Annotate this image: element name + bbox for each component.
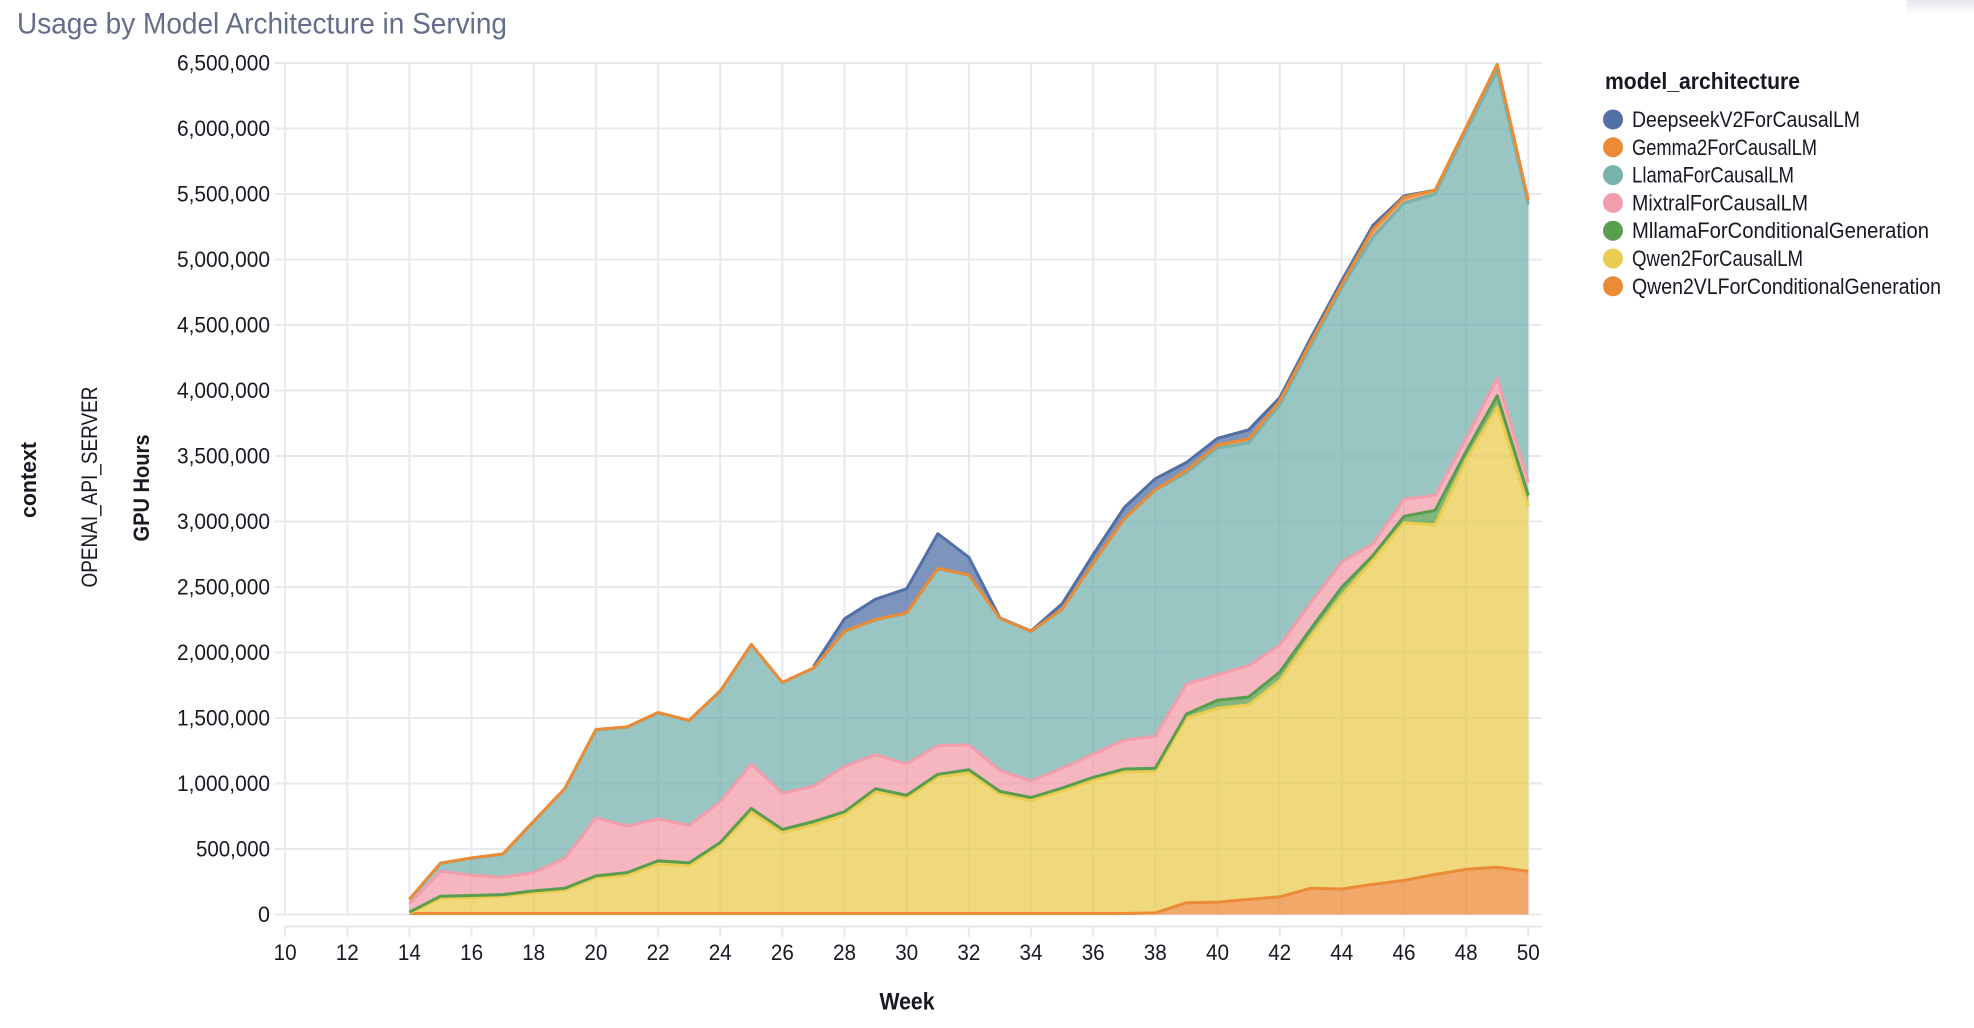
svg-text:24: 24 <box>709 940 732 965</box>
svg-text:1,500,000: 1,500,000 <box>177 705 270 730</box>
svg-text:context: context <box>16 441 41 518</box>
svg-text:36: 36 <box>1082 940 1105 965</box>
svg-text:40: 40 <box>1206 940 1229 965</box>
svg-text:14: 14 <box>398 940 421 965</box>
svg-text:44: 44 <box>1330 940 1353 965</box>
svg-text:1,000,000: 1,000,000 <box>177 771 270 796</box>
svg-text:GPU Hours: GPU Hours <box>129 435 154 542</box>
svg-text:50: 50 <box>1517 940 1540 965</box>
svg-text:4,500,000: 4,500,000 <box>177 312 270 337</box>
svg-text:OPENAI_API_SERVER: OPENAI_API_SERVER <box>77 387 102 588</box>
svg-text:46: 46 <box>1393 940 1416 965</box>
svg-text:MixtralForCausalLM: MixtralForCausalLM <box>1632 190 1808 215</box>
svg-text:3,500,000: 3,500,000 <box>177 443 270 468</box>
svg-text:34: 34 <box>1020 940 1043 965</box>
svg-text:20: 20 <box>584 940 607 965</box>
svg-text:48: 48 <box>1455 940 1478 965</box>
svg-text:32: 32 <box>957 940 980 965</box>
svg-text:18: 18 <box>522 940 545 965</box>
svg-text:26: 26 <box>771 940 794 965</box>
svg-text:Qwen2VLForConditionalGeneratio: Qwen2VLForConditionalGeneration <box>1632 274 1941 299</box>
svg-text:16: 16 <box>460 940 483 965</box>
svg-text:LlamaForCausalLM: LlamaForCausalLM <box>1632 163 1794 188</box>
svg-text:42: 42 <box>1268 940 1291 965</box>
svg-text:Week: Week <box>880 989 936 1016</box>
svg-text:Gemma2ForCausalLM: Gemma2ForCausalLM <box>1632 135 1817 160</box>
svg-text:4,000,000: 4,000,000 <box>177 378 270 403</box>
svg-text:5,000,000: 5,000,000 <box>177 247 270 272</box>
svg-text:28: 28 <box>833 940 856 965</box>
svg-text:6,500,000: 6,500,000 <box>177 50 270 75</box>
svg-text:Qwen2ForCausalLM: Qwen2ForCausalLM <box>1632 246 1803 271</box>
svg-text:5,500,000: 5,500,000 <box>177 181 270 206</box>
svg-text:MllamaForConditionalGeneration: MllamaForConditionalGeneration <box>1632 218 1929 243</box>
svg-text:Usage by Model Architecture in: Usage by Model Architecture in Serving <box>17 8 507 41</box>
svg-text:2,500,000: 2,500,000 <box>177 574 270 599</box>
svg-text:0: 0 <box>258 902 270 927</box>
svg-text:500,000: 500,000 <box>196 836 270 861</box>
svg-text:DeepseekV2ForCausalLM: DeepseekV2ForCausalLM <box>1632 107 1860 132</box>
svg-text:6,000,000: 6,000,000 <box>177 116 270 141</box>
svg-text:22: 22 <box>647 940 670 965</box>
svg-text:3,000,000: 3,000,000 <box>177 509 270 534</box>
svg-text:30: 30 <box>895 940 918 965</box>
svg-text:10: 10 <box>274 940 297 965</box>
svg-text:12: 12 <box>336 940 359 965</box>
svg-text:2,000,000: 2,000,000 <box>177 640 270 665</box>
svg-text:38: 38 <box>1144 940 1167 965</box>
svg-text:model_architecture: model_architecture <box>1605 68 1800 94</box>
